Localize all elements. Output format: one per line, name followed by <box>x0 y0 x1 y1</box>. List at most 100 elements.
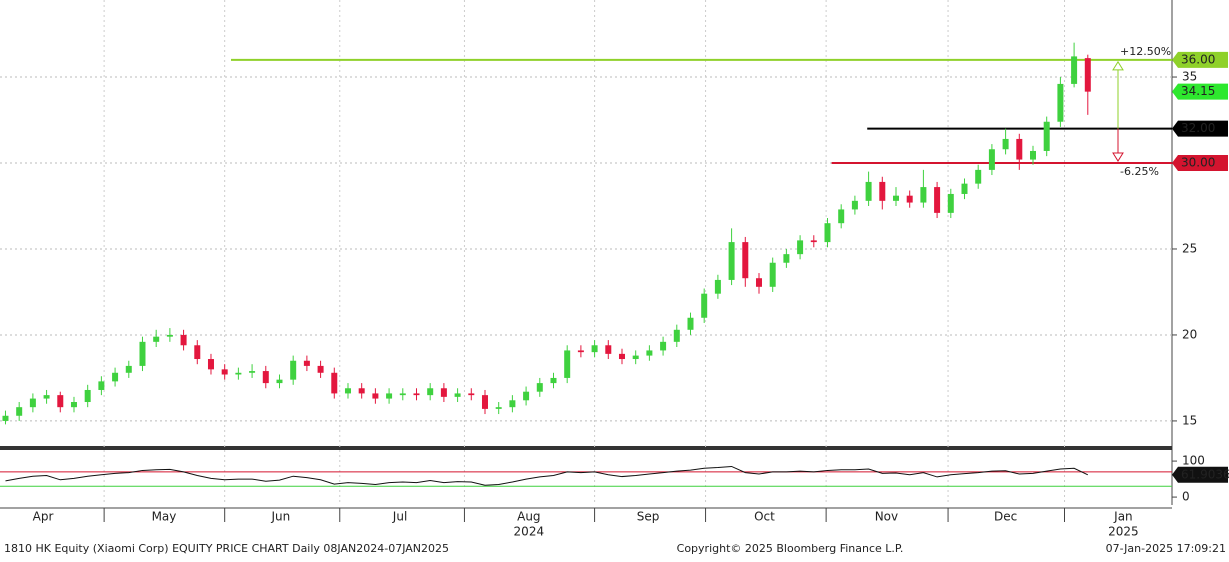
candle-body <box>577 350 584 353</box>
price-box <box>1172 51 1228 68</box>
candle-body <box>1043 121 1050 151</box>
candle-body <box>701 293 708 318</box>
candle-body <box>112 372 119 382</box>
candle-body <box>386 393 393 399</box>
candle-body <box>1016 138 1023 160</box>
candle-body <box>249 371 256 373</box>
candle-body <box>851 200 858 210</box>
candle-body <box>70 402 77 408</box>
candle-body <box>207 359 214 370</box>
candle-body <box>742 242 749 279</box>
candle-body <box>810 240 817 243</box>
price-box-label: 36.00 <box>1181 52 1215 66</box>
x-tick-label: May <box>152 510 177 524</box>
price-box <box>1172 83 1228 100</box>
candle-body <box>906 195 913 203</box>
candle-body <box>755 278 762 287</box>
candle-body <box>317 365 324 373</box>
y-tick-label: 25 <box>1182 241 1197 255</box>
candle-body <box>714 279 721 294</box>
candle-body <box>660 341 667 351</box>
candle-body <box>16 407 23 416</box>
candle-body <box>427 388 434 396</box>
candle-body <box>166 334 173 337</box>
candle-body <box>591 345 598 353</box>
candle-body <box>139 341 146 366</box>
x-tick-label: Aug <box>517 510 540 524</box>
candle-body <box>646 350 653 356</box>
candle-body <box>98 381 105 390</box>
candle-body <box>797 240 804 255</box>
candle-body <box>934 187 941 213</box>
price-box-label: 61.9036 <box>1181 467 1229 481</box>
candle-body <box>481 395 488 409</box>
x-tick-label: Sep <box>637 510 660 524</box>
y-tick-label: 20 <box>1182 327 1197 341</box>
candle-body <box>495 407 502 409</box>
price-box <box>1172 120 1228 137</box>
y-tick-label: 15 <box>1182 413 1197 427</box>
candle-body <box>454 393 461 397</box>
candle-body <box>687 317 694 330</box>
candle-body <box>605 345 612 354</box>
candle-body <box>564 350 571 378</box>
candle-body <box>1029 150 1036 160</box>
footer-left: 1810 HK Equity (Xiaomi Corp) EQUITY PRIC… <box>4 542 449 555</box>
candle-body <box>153 336 160 342</box>
candle-body <box>1084 58 1091 92</box>
rsi-line <box>5 465 1089 486</box>
candle-body <box>769 262 776 287</box>
y-tick-label: 35 <box>1182 70 1197 84</box>
candle-body <box>824 223 831 243</box>
candle-body <box>358 388 365 394</box>
candle-body <box>947 193 954 213</box>
candle-body <box>783 254 790 263</box>
price-box-label: 30.00 <box>1181 156 1215 170</box>
footer-right: 07-Jan-2025 17:09:21 <box>1106 542 1226 555</box>
y-tick-label: 0 <box>1182 490 1190 504</box>
price-box <box>1172 466 1228 483</box>
annotation: +12.50% <box>1120 45 1171 58</box>
candle-body <box>125 365 132 373</box>
price-box <box>1172 155 1228 172</box>
candle-body <box>632 355 639 360</box>
candle-body <box>879 181 886 201</box>
candle-body <box>618 353 625 360</box>
candle-body <box>673 329 680 342</box>
panel-separator <box>0 446 1172 450</box>
candle-body <box>57 395 64 408</box>
x-tick-label: Nov <box>875 510 898 524</box>
candle-body <box>892 195 899 201</box>
candle-body <box>988 149 995 170</box>
price-box-label: 34.15 <box>1181 84 1215 98</box>
candle-body <box>728 242 735 280</box>
candle-body <box>550 377 557 384</box>
arrow-head <box>1112 152 1124 162</box>
candle-body <box>221 369 228 375</box>
candle-body <box>865 181 872 201</box>
candle-body <box>920 187 927 203</box>
candle-body <box>961 183 968 194</box>
candle-body <box>303 360 310 366</box>
candle-body <box>276 379 283 384</box>
annotation: -6.25% <box>1120 165 1159 178</box>
year-label: 2025 <box>1108 525 1139 539</box>
candle-body <box>440 388 447 397</box>
candle-body <box>399 393 406 396</box>
y-tick-label: 100 <box>1182 454 1205 468</box>
x-tick-label: Jan <box>1113 510 1133 524</box>
candle-body <box>975 169 982 184</box>
candle-body <box>180 334 187 346</box>
candle-body <box>43 395 50 399</box>
x-tick-label: Jul <box>392 510 407 524</box>
candle-body <box>262 371 269 384</box>
candle-body <box>413 393 420 396</box>
x-tick-label: Dec <box>994 510 1017 524</box>
arrow-head <box>1112 60 1124 71</box>
candle-body <box>523 391 530 401</box>
candle-body <box>235 372 242 375</box>
x-tick-label: Apr <box>33 510 54 524</box>
x-tick-label: Jun <box>270 510 290 524</box>
candle-body <box>509 400 516 408</box>
